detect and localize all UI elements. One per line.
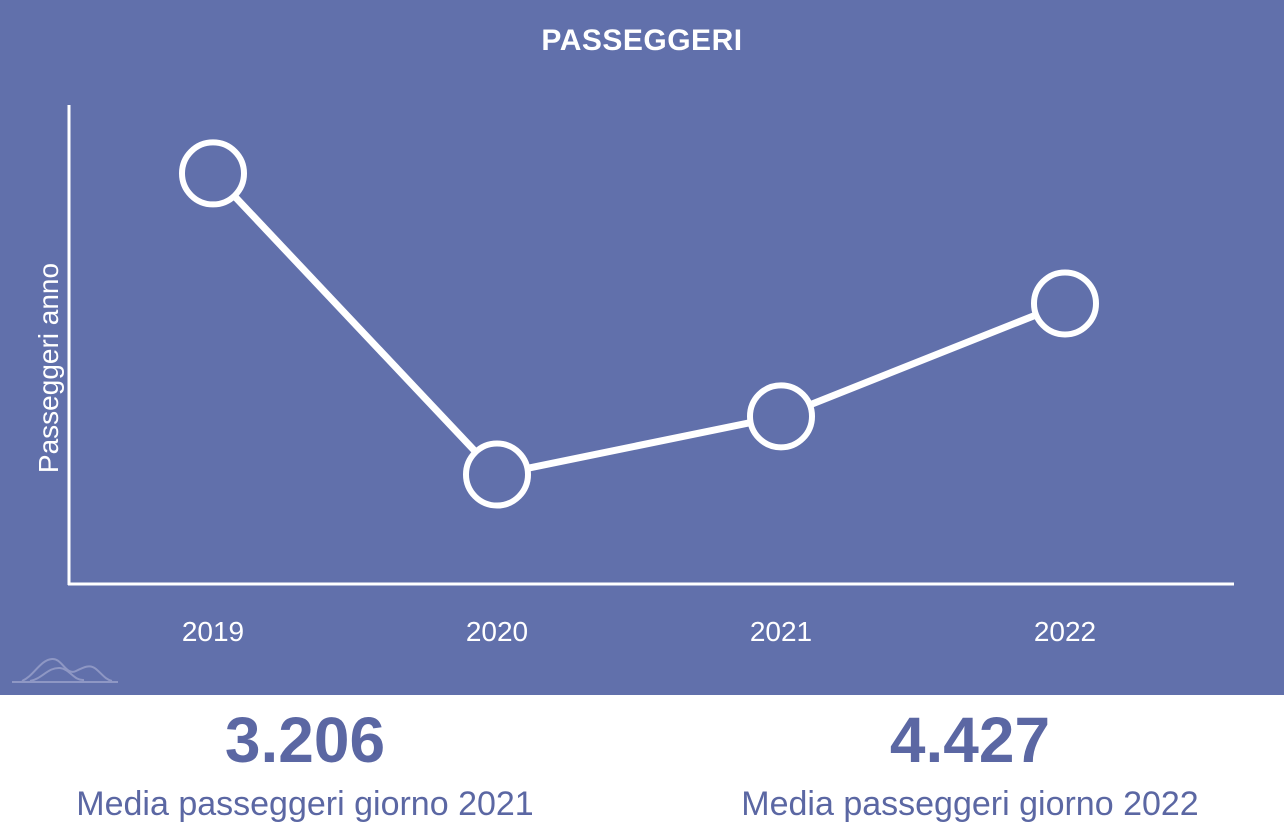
data-point-2021: [747, 382, 815, 451]
data-point-2022: [1031, 269, 1099, 338]
stat-label: Media passeggeri giorno 2022: [741, 785, 1199, 823]
data-point-2019: [179, 139, 247, 208]
stat-label: Media passeggeri giorno 2021: [76, 785, 534, 823]
stat-value: 4.427: [889, 704, 1051, 776]
chart-panel: [0, 0, 1284, 695]
mountain-logo-icon: [12, 658, 118, 683]
x-tick-labels: 2019 2020 2021 2022: [182, 616, 1096, 647]
chart-title: PASSEGGERI: [541, 24, 743, 57]
x-tick-label-2020: 2020: [466, 616, 528, 647]
line-chart: Passeggeri anno 2019 2020 2021 2022: [12, 105, 1234, 683]
stat-2022: 4.427 Media passeggeri giorno 2022: [690, 700, 1250, 826]
x-tick-label-2019: 2019: [182, 616, 244, 647]
x-tick-label-2022: 2022: [1034, 616, 1096, 647]
series-line: [210, 171, 1067, 479]
series-layer: [179, 139, 1099, 509]
data-point-2020: [463, 440, 531, 509]
x-tick-label-2021: 2021: [750, 616, 812, 647]
y-axis-label: Passeggeri anno: [33, 263, 64, 473]
stat-2021: 3.206 Media passeggeri giorno 2021: [25, 700, 585, 826]
stat-value: 3.206: [224, 704, 386, 776]
